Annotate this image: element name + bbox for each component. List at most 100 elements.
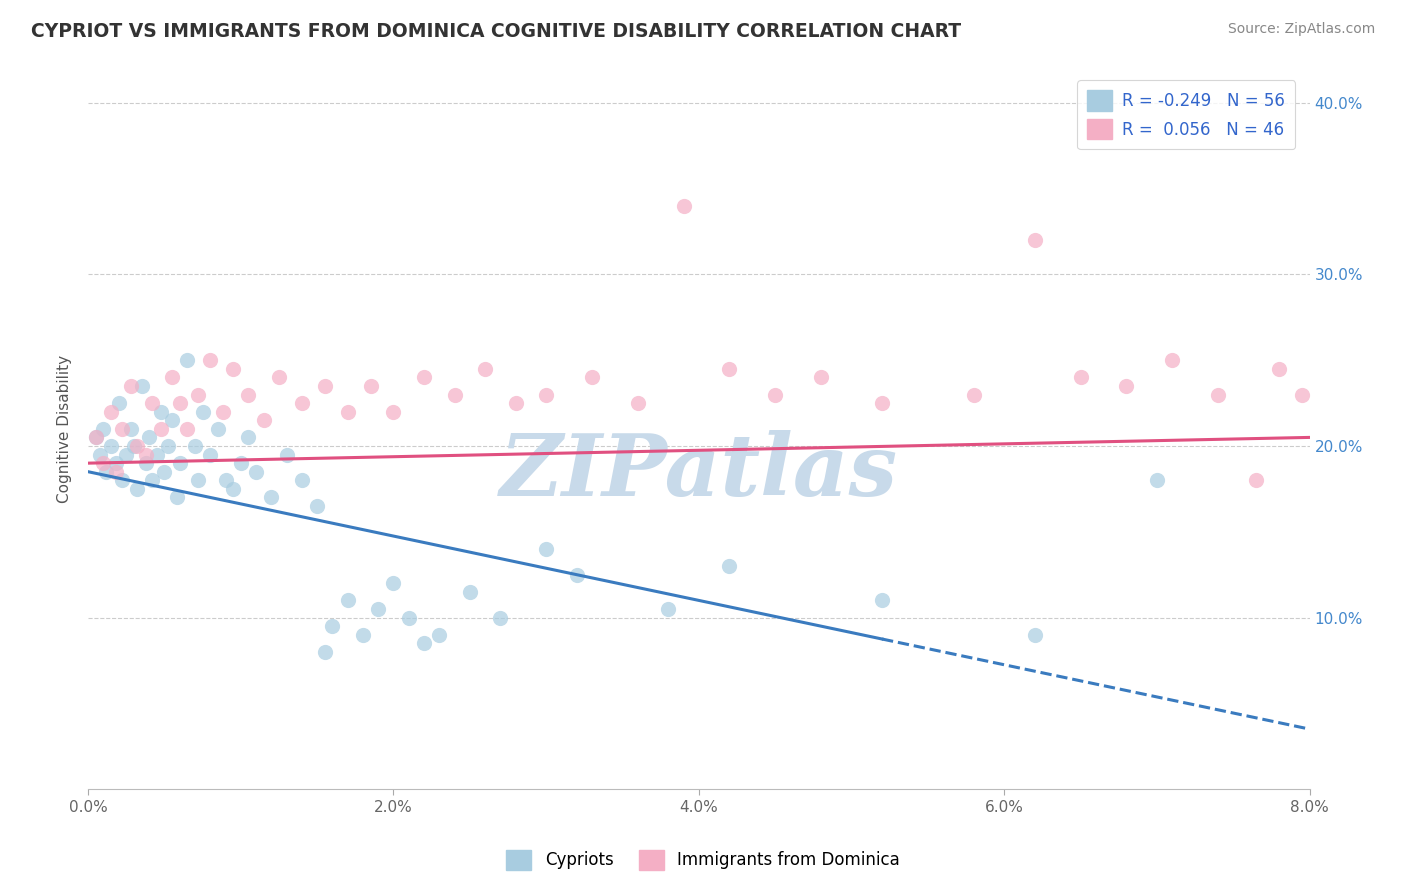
Point <box>413 370 436 384</box>
Point <box>336 405 359 419</box>
Point <box>187 387 209 401</box>
Point <box>141 396 163 410</box>
Point <box>93 456 115 470</box>
Point <box>718 361 741 376</box>
Point <box>89 448 111 462</box>
Point <box>276 448 298 462</box>
Point <box>763 387 786 401</box>
Point <box>122 439 145 453</box>
Point <box>115 448 138 462</box>
Point <box>1291 387 1313 401</box>
Point <box>214 473 236 487</box>
Point <box>1161 353 1184 368</box>
Point <box>138 430 160 444</box>
Point <box>150 422 173 436</box>
Point <box>176 422 198 436</box>
Point <box>135 448 157 462</box>
Point <box>135 456 157 470</box>
Point <box>166 491 188 505</box>
Point <box>413 636 436 650</box>
Point <box>120 422 142 436</box>
Point <box>870 396 893 410</box>
Point <box>84 430 107 444</box>
Point <box>267 370 290 384</box>
Point <box>291 473 314 487</box>
Point <box>222 361 245 376</box>
Legend: R = -0.249   N = 56, R =  0.056   N = 46: R = -0.249 N = 56, R = 0.056 N = 46 <box>1077 80 1295 150</box>
Point <box>1024 628 1046 642</box>
Point <box>627 396 650 410</box>
Point <box>307 499 329 513</box>
Point <box>962 387 984 401</box>
Point <box>565 567 588 582</box>
Point <box>534 541 557 556</box>
Point <box>870 593 893 607</box>
Point <box>474 361 496 376</box>
Point <box>238 430 260 444</box>
Point <box>211 405 233 419</box>
Point <box>93 422 115 436</box>
Point <box>125 439 148 453</box>
Point <box>505 396 527 410</box>
Point <box>245 465 267 479</box>
Point <box>160 370 183 384</box>
Text: Source: ZipAtlas.com: Source: ZipAtlas.com <box>1227 22 1375 37</box>
Point <box>1206 387 1229 401</box>
Point <box>146 448 169 462</box>
Point <box>810 370 832 384</box>
Point <box>150 405 173 419</box>
Point <box>398 610 420 624</box>
Point <box>1024 233 1046 247</box>
Point <box>160 413 183 427</box>
Point <box>1244 473 1267 487</box>
Point <box>238 387 260 401</box>
Point <box>153 465 176 479</box>
Text: CYPRIOT VS IMMIGRANTS FROM DOMINICA COGNITIVE DISABILITY CORRELATION CHART: CYPRIOT VS IMMIGRANTS FROM DOMINICA COGN… <box>31 22 962 41</box>
Point <box>382 576 405 591</box>
Point <box>1268 361 1291 376</box>
Legend: Cypriots, Immigrants from Dominica: Cypriots, Immigrants from Dominica <box>499 843 907 877</box>
Point <box>111 473 134 487</box>
Y-axis label: Cognitive Disability: Cognitive Disability <box>58 355 72 503</box>
Point <box>184 439 207 453</box>
Point <box>367 602 389 616</box>
Point <box>382 405 405 419</box>
Point <box>253 413 276 427</box>
Point <box>169 456 191 470</box>
Point <box>427 628 450 642</box>
Point <box>96 465 118 479</box>
Point <box>336 593 359 607</box>
Point <box>443 387 465 401</box>
Point <box>360 379 382 393</box>
Point <box>187 473 209 487</box>
Point <box>107 396 129 410</box>
Point <box>84 430 107 444</box>
Point <box>581 370 603 384</box>
Point <box>104 456 127 470</box>
Point <box>104 465 127 479</box>
Point <box>207 422 229 436</box>
Point <box>458 584 481 599</box>
Point <box>100 405 122 419</box>
Point <box>1146 473 1168 487</box>
Point <box>1070 370 1092 384</box>
Point <box>1115 379 1137 393</box>
Point <box>229 456 252 470</box>
Point <box>200 448 222 462</box>
Point <box>169 396 191 410</box>
Point <box>111 422 134 436</box>
Point <box>120 379 142 393</box>
Point <box>314 645 336 659</box>
Point <box>125 482 148 496</box>
Point <box>260 491 283 505</box>
Point <box>200 353 222 368</box>
Point <box>156 439 179 453</box>
Point <box>321 619 343 633</box>
Point <box>191 405 214 419</box>
Point <box>489 610 512 624</box>
Point <box>657 602 679 616</box>
Point <box>672 199 695 213</box>
Point <box>131 379 153 393</box>
Point <box>141 473 163 487</box>
Point <box>222 482 245 496</box>
